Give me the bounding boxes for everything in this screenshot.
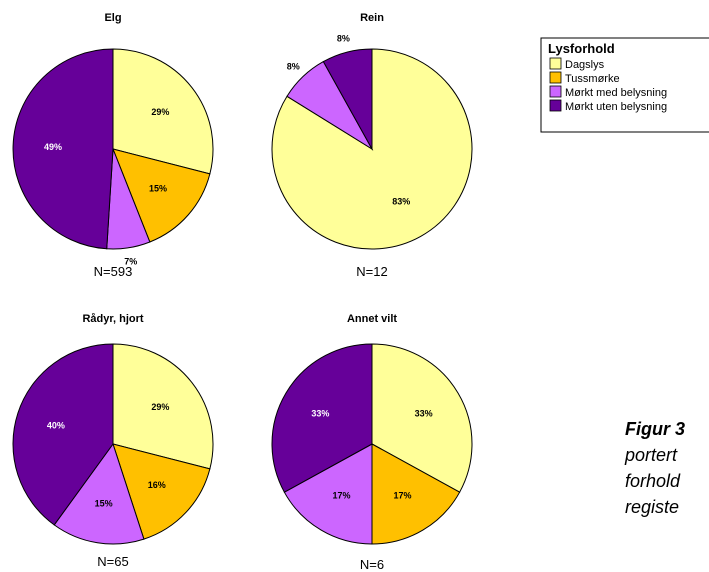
pie-annet-vilt: Annet vilt 33% 17% 17% 33% N=6 bbox=[271, 313, 473, 572]
pie-label-elg-morkt-uten-belysning: 49% bbox=[44, 142, 62, 152]
pie-slice-radyr-hjort-morkt-uten-belysning bbox=[12, 343, 114, 526]
pie-slice-radyr-hjort-morkt-med-belysning bbox=[53, 442, 145, 545]
caption-line-1: Figur 3 bbox=[625, 419, 685, 439]
legend-label-tussmorke: Tussmørke bbox=[565, 73, 620, 85]
n-label-radyr-hjort: N=65 bbox=[97, 554, 128, 569]
pie-label-rein-dagslys: 83% bbox=[392, 196, 410, 206]
caption-line-4: registe bbox=[625, 497, 679, 517]
pie-label-radyr-hjort-dagslys: 29% bbox=[151, 402, 169, 412]
pie-title-rein: Rein bbox=[360, 12, 384, 24]
legend-label-dagslys: Dagslys bbox=[565, 59, 605, 71]
pie-radyr-hjort: Rådyr, hjort 29% 16% 15% 40% N=65 bbox=[12, 313, 214, 569]
n-label-rein: N=12 bbox=[356, 264, 387, 279]
legend: Lysforhold Dagslys Tussmørke Mørkt med b… bbox=[540, 37, 709, 133]
pie-slice-annet-vilt-morkt-uten-belysning bbox=[271, 343, 373, 493]
pie-slice-radyr-hjort-dagslys bbox=[112, 343, 214, 470]
pie-slice-radyr-hjort-tussmorke bbox=[112, 443, 211, 540]
pie-slice-elg-tussmorke bbox=[112, 148, 211, 243]
pie-label-radyr-hjort-morkt-uten-belysning: 40% bbox=[47, 421, 65, 431]
pie-slice-annet-vilt-tussmorke bbox=[371, 443, 461, 545]
pie-title-radyr-hjort: Rådyr, hjort bbox=[82, 313, 143, 325]
pie-label-radyr-hjort-tussmorke: 16% bbox=[148, 480, 166, 490]
n-label-annet-vilt: N=6 bbox=[360, 557, 384, 572]
pie-slice-rein-morkt-uten-belysning bbox=[322, 48, 373, 151]
legend-label-morkt-uten-belysning: Mørkt uten belysning bbox=[565, 101, 667, 113]
pie-title-elg: Elg bbox=[104, 12, 121, 24]
pie-label-annet-vilt-morkt-uten-belysning: 33% bbox=[311, 409, 329, 419]
legend-swatch-tussmorke bbox=[549, 71, 562, 84]
pie-label-rein-morkt-med-belysning: 8% bbox=[287, 62, 300, 72]
pie-label-rein-morkt-uten-belysning: 8% bbox=[337, 34, 350, 44]
legend-box bbox=[540, 37, 709, 133]
caption-line-3: forhold bbox=[625, 471, 681, 491]
caption-line-2: portert bbox=[624, 445, 678, 465]
pie-label-elg-dagslys: 29% bbox=[151, 107, 169, 117]
legend-swatch-dagslys bbox=[549, 57, 562, 70]
pie-label-radyr-hjort-morkt-med-belysning: 15% bbox=[95, 498, 113, 508]
pie-label-annet-vilt-morkt-med-belysning: 17% bbox=[332, 491, 350, 501]
pie-slice-elg-dagslys bbox=[112, 48, 214, 175]
legend-title: Lysforhold bbox=[548, 41, 615, 56]
pie-slice-annet-vilt-dagslys bbox=[371, 343, 473, 493]
figure-caption: Figur 3 portert forhold registe bbox=[624, 419, 685, 517]
pie-elg: Elg 29% 15% 7% 49% N=593 bbox=[12, 12, 214, 279]
pie-title-annet-vilt: Annet vilt bbox=[347, 313, 397, 325]
legend-swatch-morkt-med-belysning bbox=[549, 85, 562, 98]
pie-label-elg-tussmorke: 15% bbox=[149, 184, 167, 194]
legend-label-morkt-med-belysning: Mørkt med belysning bbox=[565, 87, 667, 99]
pie-label-elg-morkt-med-belysning: 7% bbox=[124, 257, 137, 267]
n-label-elg: N=593 bbox=[94, 264, 133, 279]
pie-slice-elg-morkt-uten-belysning bbox=[12, 48, 114, 250]
pie-rein: Rein 83% 8% 8% N=12 bbox=[271, 12, 473, 279]
pie-slice-annet-vilt-morkt-med-belysning bbox=[283, 443, 373, 545]
pie-label-annet-vilt-tussmorke: 17% bbox=[393, 491, 411, 501]
pie-label-annet-vilt-dagslys: 33% bbox=[415, 409, 433, 419]
legend-swatch-morkt-uten-belysning bbox=[549, 99, 562, 112]
